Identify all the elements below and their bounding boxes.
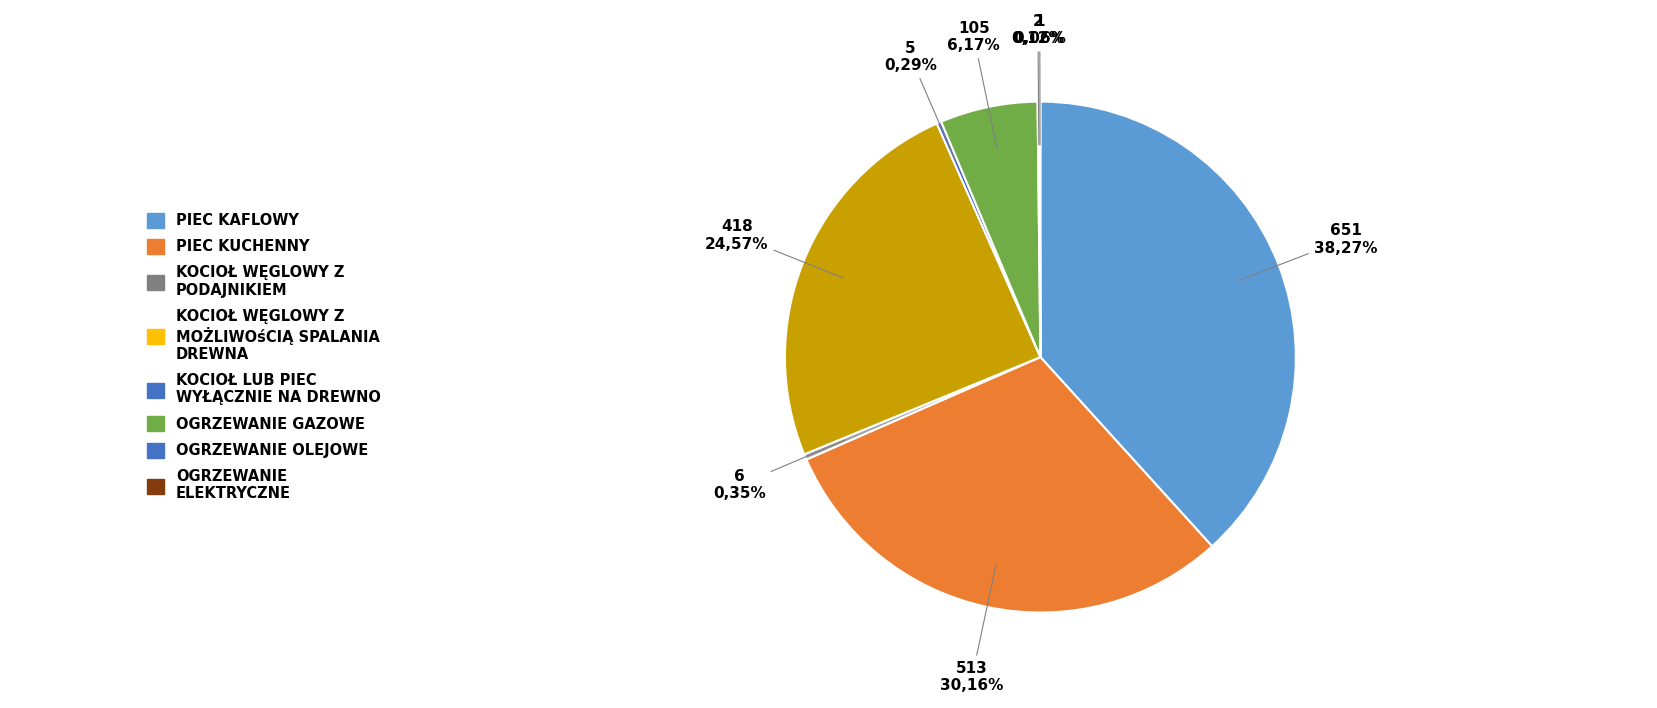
Text: 1
0,06%: 1 0,06% [1012,14,1065,145]
Text: 513
30,16%: 513 30,16% [940,565,1002,693]
Wedge shape [804,357,1041,459]
Text: 6
0,35%: 6 0,35% [713,440,845,501]
Wedge shape [784,123,1041,455]
Wedge shape [941,102,1041,357]
Text: 5
0,29%: 5 0,29% [883,41,956,162]
Text: 418
24,57%: 418 24,57% [704,219,843,278]
Wedge shape [936,122,1041,357]
Wedge shape [805,357,1211,612]
Wedge shape [1037,102,1041,357]
Text: 651
38,27%: 651 38,27% [1238,223,1377,280]
Legend: PIEC KAFLOWY, PIEC KUCHENNY, KOCIOŁ WĘGLOWY Z
PODAJNIKIEM, KOCIOŁ WĘGLOWY Z
MOŻL: PIEC KAFLOWY, PIEC KUCHENNY, KOCIOŁ WĘGL… [141,207,386,508]
Wedge shape [1041,102,1296,547]
Text: 2
0,12%: 2 0,12% [1011,14,1064,145]
Text: 105
6,17%: 105 6,17% [946,21,999,149]
